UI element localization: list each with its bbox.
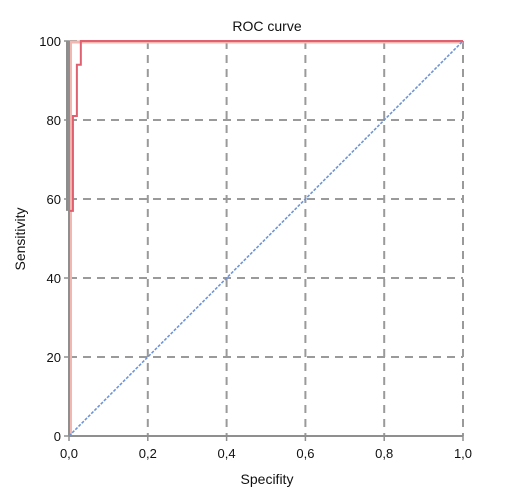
x-tick-label-5: 1,0 [454, 446, 472, 461]
y-tick-label-5: 100 [39, 34, 61, 49]
series-layer [68, 40, 464, 437]
x-tick-label-1: 0,2 [139, 446, 157, 461]
x-tick-label-4: 0,8 [375, 446, 393, 461]
x-axis-title: Specifity [241, 471, 294, 487]
y-tick-label-4: 80 [47, 113, 61, 128]
y-axis-title: Sensitivity [12, 207, 28, 270]
y-tick-label-3: 60 [47, 192, 61, 207]
tick-label-layer: 0,0 0,2 0,4 0,6 0,8 1,0 0 20 40 60 80 100 [39, 34, 472, 461]
y-tick-label-1: 20 [47, 350, 61, 365]
y-tick-label-0: 0 [54, 429, 61, 444]
axis-layer [68, 41, 463, 437]
x-tick-label-0: 0,0 [60, 446, 78, 461]
x-tick-label-3: 0,6 [296, 446, 314, 461]
y-tick-label-2: 40 [47, 271, 61, 286]
chart-title: ROC curve [232, 18, 301, 34]
series-line-roc [68, 40, 463, 436]
x-tick-label-2: 0,4 [218, 446, 236, 461]
series-line-reference [68, 40, 464, 437]
